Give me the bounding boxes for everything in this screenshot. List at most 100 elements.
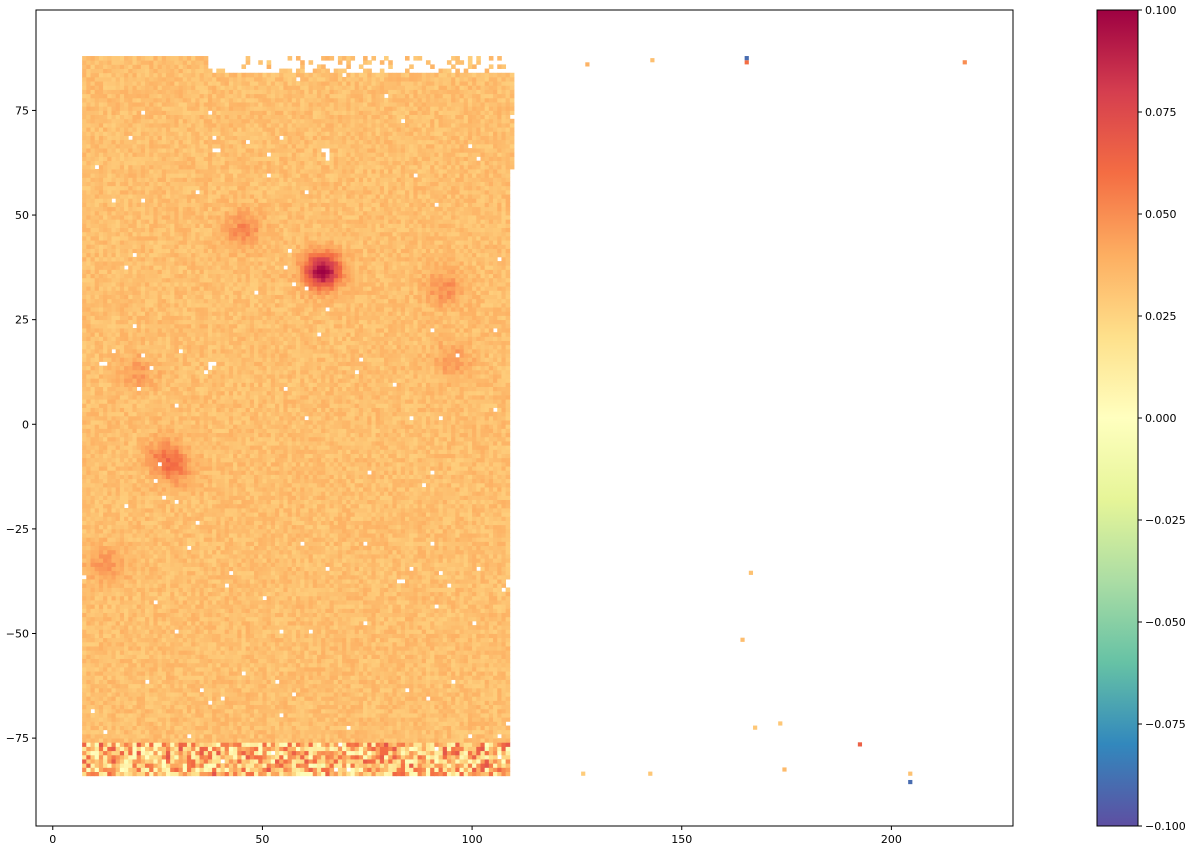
heatmap-cell xyxy=(212,696,217,701)
heatmap-cell xyxy=(329,704,335,710)
heatmap-cell xyxy=(165,671,171,676)
heatmap-cell xyxy=(400,574,406,580)
heatmap-cell xyxy=(98,625,104,630)
heatmap-cell xyxy=(451,666,456,672)
heatmap-cell xyxy=(321,733,326,739)
heatmap-cell xyxy=(119,570,125,576)
heatmap-cell xyxy=(132,641,138,647)
heatmap-cell xyxy=(442,583,448,588)
heatmap-cell xyxy=(333,650,339,655)
heatmap-cell xyxy=(266,692,272,697)
heatmap-cell xyxy=(300,616,305,622)
heatmap-cell xyxy=(501,742,507,747)
heatmap-cell xyxy=(107,566,112,572)
heatmap-cell xyxy=(145,633,150,639)
heatmap-cell xyxy=(442,721,448,726)
heatmap-cell xyxy=(115,591,121,597)
heatmap-cell xyxy=(367,604,372,609)
heatmap-cell xyxy=(245,679,251,685)
heatmap-cell xyxy=(283,654,288,660)
heatmap-cell xyxy=(132,738,138,743)
heatmap-cell xyxy=(493,583,498,588)
heatmap-cell xyxy=(249,616,255,622)
heatmap-cell xyxy=(111,629,117,634)
heatmap-cell xyxy=(107,721,112,726)
heatmap-cell xyxy=(258,754,263,760)
heatmap-cell xyxy=(384,729,389,735)
heatmap-cell xyxy=(199,713,205,718)
heatmap-cell xyxy=(434,646,439,651)
heatmap-cell xyxy=(476,700,481,706)
heatmap-cell xyxy=(283,595,288,601)
heatmap-cell xyxy=(291,759,297,764)
heatmap-cell xyxy=(186,604,192,609)
heatmap-cell xyxy=(316,763,322,768)
heatmap-cell xyxy=(90,650,96,655)
heatmap-cell xyxy=(270,612,276,618)
heatmap-cell xyxy=(94,671,100,676)
heatmap-cell xyxy=(207,692,213,697)
heatmap-cell xyxy=(312,675,318,680)
heatmap-cell xyxy=(438,759,444,764)
heatmap-cell xyxy=(342,600,347,605)
heatmap-cell xyxy=(149,700,154,706)
heatmap-cell xyxy=(480,654,486,660)
heatmap-cell xyxy=(409,759,414,764)
heatmap-cell xyxy=(342,620,347,626)
heatmap-cell xyxy=(245,620,251,626)
heatmap-cell xyxy=(174,671,179,676)
heatmap-cell xyxy=(254,650,259,655)
heatmap-cell xyxy=(136,604,142,609)
heatmap-cell xyxy=(467,637,473,643)
heatmap-cell xyxy=(325,600,330,605)
heatmap-cell xyxy=(82,641,87,647)
heatmap-cell xyxy=(170,646,175,651)
heatmap-cell xyxy=(375,750,381,756)
heatmap-cell xyxy=(279,700,284,706)
heatmap-cell xyxy=(98,721,104,726)
heatmap-cell xyxy=(388,570,393,576)
heatmap-cell xyxy=(388,658,393,664)
heatmap-cell xyxy=(497,708,502,714)
heatmap-cell xyxy=(354,620,360,626)
heatmap-cell xyxy=(409,738,414,743)
heatmap-cell xyxy=(287,629,293,634)
heatmap-cell xyxy=(107,595,112,601)
heatmap-cell xyxy=(136,700,142,706)
heatmap-cell xyxy=(346,679,351,685)
heatmap-cell xyxy=(379,658,385,664)
heatmap-cell xyxy=(400,595,406,601)
heatmap-cell xyxy=(153,666,158,672)
heatmap-cell xyxy=(249,725,255,731)
heatmap-cell xyxy=(241,692,247,697)
heatmap-cell xyxy=(480,750,486,756)
heatmap-cell xyxy=(182,666,188,672)
heatmap-cell xyxy=(451,604,456,609)
heatmap-cell xyxy=(157,650,163,655)
heatmap-cell xyxy=(241,746,247,752)
heatmap-cell xyxy=(186,713,192,718)
heatmap-cell xyxy=(488,583,494,588)
heatmap-cell xyxy=(295,625,301,630)
heatmap-cell xyxy=(312,662,318,668)
heatmap-cell xyxy=(446,759,452,764)
heatmap-cell xyxy=(249,620,255,626)
heatmap-cell xyxy=(493,612,498,618)
heatmap-cell xyxy=(413,587,418,593)
heatmap-cell xyxy=(367,696,372,701)
heatmap-cell xyxy=(321,721,326,726)
heatmap-cell xyxy=(488,767,494,772)
heatmap-cell xyxy=(400,692,406,697)
heatmap-cell xyxy=(442,591,448,597)
heatmap-cell xyxy=(459,746,465,752)
heatmap-cell xyxy=(350,600,356,605)
heatmap-cell xyxy=(488,646,494,651)
heatmap-cell xyxy=(186,658,192,664)
heatmap-cell xyxy=(501,725,507,731)
heatmap-cell xyxy=(421,708,427,714)
heatmap-cell xyxy=(312,570,318,576)
heatmap-cell xyxy=(124,679,129,685)
heatmap-cell xyxy=(237,675,242,680)
heatmap-cell xyxy=(434,759,439,764)
heatmap-cell xyxy=(417,625,423,630)
